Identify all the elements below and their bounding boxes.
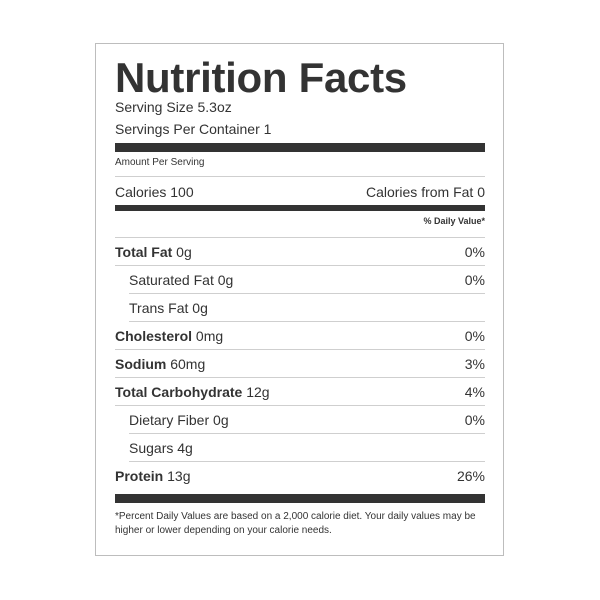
nutrient-row: Trans Fat 0g [129, 294, 485, 322]
nutrient-amount: 13g [163, 468, 191, 484]
nutrient-row: Total Carbohydrate 12g 4% [115, 378, 485, 406]
nutrient-row: Total Fat 0g 0% [115, 238, 485, 266]
nutrient-daily-value: 0% [464, 271, 485, 288]
nutrient-amount: 0g [172, 243, 192, 260]
nutrient-name: Total Carbohydrate [115, 383, 243, 400]
nutrient-amount: 0g [188, 299, 208, 316]
nutrient-daily-value: 0% [464, 327, 485, 344]
nutrient-row: Saturated Fat 0g 0% [129, 266, 485, 294]
calories-from-fat: Calories from Fat 0 [365, 184, 485, 200]
nutrient-name: Sodium [115, 355, 167, 372]
nutrient-name: Protein [115, 468, 164, 484]
nutrient-name: Sugars [129, 439, 174, 456]
nutrient-name: Cholesterol [115, 327, 193, 344]
nutrient-label: Cholesterol 0mg [115, 328, 223, 344]
nutrient-label: Total Carbohydrate 12g [115, 384, 270, 400]
nutrient-label: Sodium 60mg [115, 356, 205, 372]
label-title: Nutrition Facts [115, 54, 407, 101]
nutrient-label: Protein 13g [115, 468, 190, 484]
nutrient-daily-value: 26% [456, 468, 485, 484]
servings-per-container: Servings Per Container 1 [115, 121, 272, 137]
nutrient-row: Dietary Fiber 0g 0% [129, 406, 485, 434]
nutrient-daily-value: 4% [464, 383, 485, 400]
nutrient-daily-value: 3% [464, 355, 485, 372]
nutrient-name: Trans Fat [129, 299, 189, 316]
nutrient-amount: 0mg [192, 327, 224, 344]
nutrient-label: Trans Fat 0g [129, 300, 208, 316]
nutrient-row: Cholesterol 0mg 0% [115, 322, 485, 350]
nutrient-name: Dietary Fiber [129, 411, 210, 428]
nutrient-label: Saturated Fat 0g [129, 272, 233, 288]
nutrient-amount: 0g [209, 411, 229, 428]
footnote: *Percent Daily Values are based on a 2,0… [115, 511, 476, 536]
calories-row: Calories 100 Calories from Fat 0 [115, 177, 485, 205]
nutrient-daily-value: 0% [464, 243, 485, 260]
nutrient-label: Total Fat 0g [115, 244, 192, 260]
thick-divider-bottom [115, 494, 485, 503]
daily-value-header: % Daily Value* [115, 211, 485, 238]
nutrient-label: Sugars 4g [129, 440, 193, 456]
nutrient-amount: 4g [173, 439, 193, 456]
nutrient-row: Sodium 60mg 3% [115, 350, 485, 378]
nutrient-row: Sugars 4g [129, 434, 485, 462]
nutrient-name: Saturated Fat [129, 271, 214, 288]
calories: Calories 100 [115, 184, 194, 200]
nutrient-amount: 0g [213, 271, 234, 288]
thick-divider [115, 143, 485, 152]
nutrient-daily-value: 0% [464, 411, 485, 428]
medium-divider [115, 205, 485, 211]
serving-size: Serving Size 5.3oz [115, 99, 232, 115]
nutrient-list: Total Fat 0g 0% Saturated Fat 0g 0% Tran… [115, 238, 485, 490]
nutrient-amount: 60mg [166, 355, 206, 372]
nutrient-label: Dietary Fiber 0g [129, 412, 229, 428]
nutrient-amount: 12g [242, 383, 270, 400]
nutrition-facts-label: Nutrition Facts Serving Size 5.3oz Servi… [95, 43, 504, 556]
nutrient-row: Protein 13g 26% [115, 462, 485, 490]
amount-per-serving: Amount Per Serving [115, 152, 485, 177]
nutrient-name: Total Fat [115, 243, 173, 260]
